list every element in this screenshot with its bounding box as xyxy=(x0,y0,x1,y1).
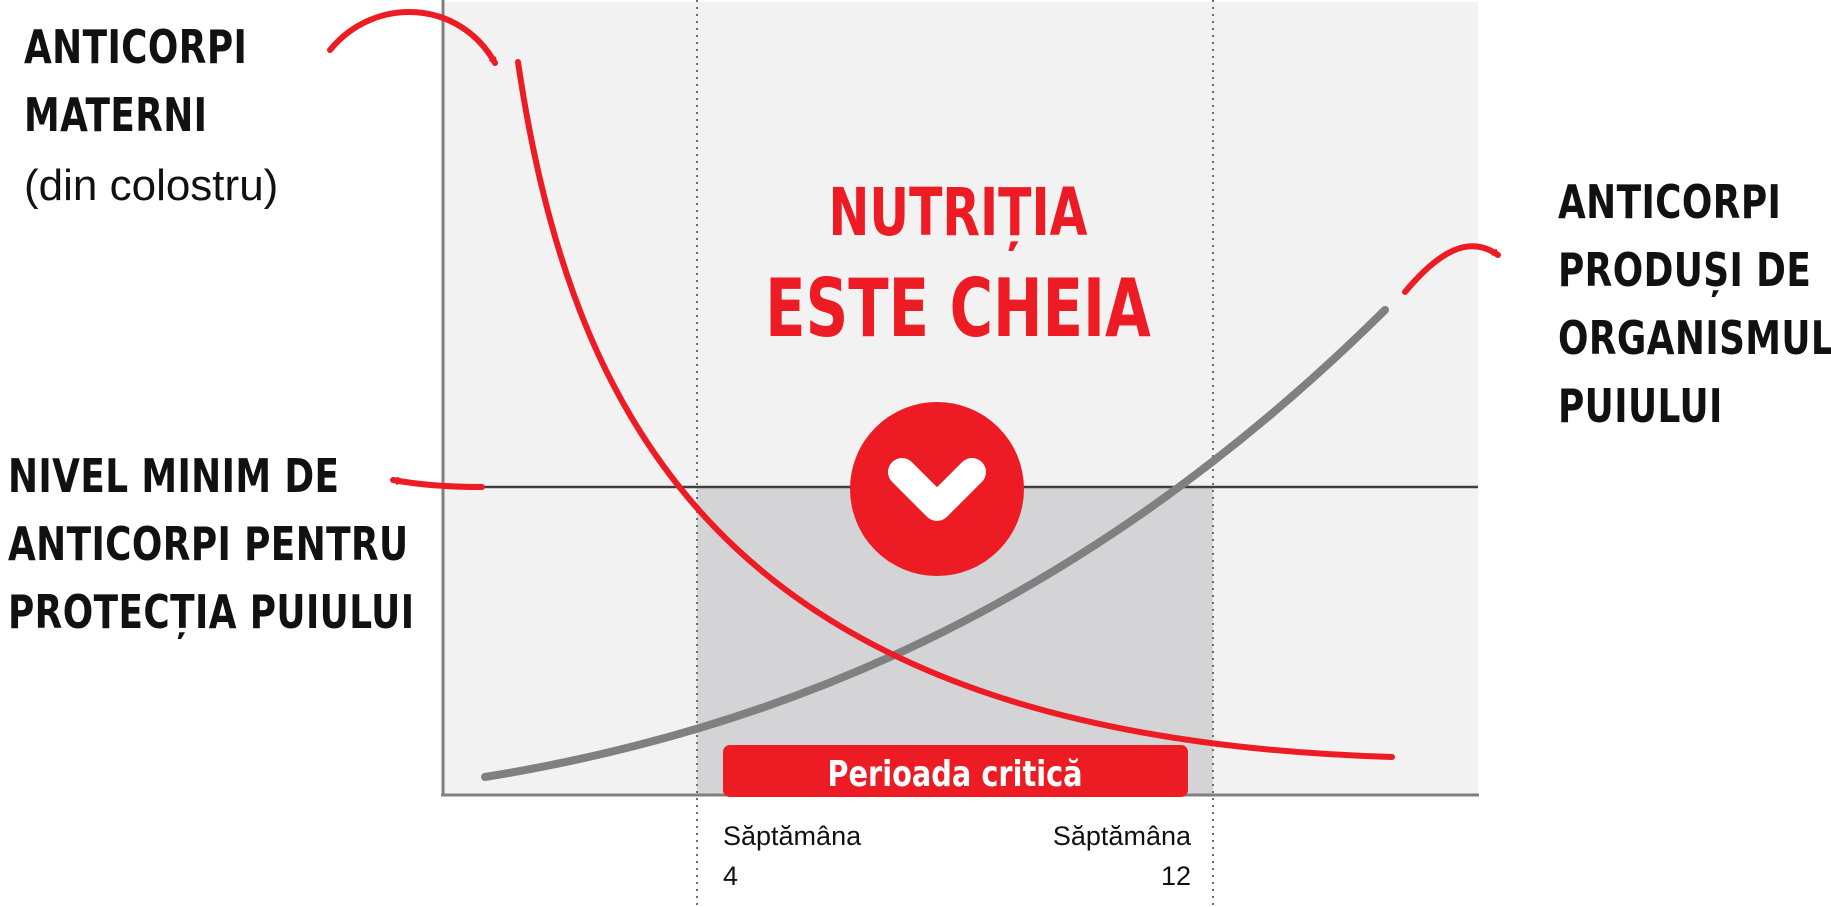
maternal-label-line2: MATERNI xyxy=(24,88,208,142)
maternal-antibodies-label: ANTICORPI MATERNI xyxy=(24,13,247,149)
threshold-label-line2: ANTICORPI PENTRU xyxy=(8,517,409,571)
headline-line2: ESTE CHEIA xyxy=(765,262,1151,355)
threshold-label: NIVEL MINIM DE ANTICORPI PENTRU PROTECȚI… xyxy=(8,442,414,646)
week-end-label: Săptămâna 12 xyxy=(1053,819,1191,893)
produced-label-line4: PUIULUI xyxy=(1558,379,1723,433)
maternal-label-line3: (din colostru) xyxy=(24,161,279,210)
week-start-word: Săptămâna xyxy=(723,821,862,851)
produced-label-line3: ORGANISMUL xyxy=(1558,311,1831,365)
chevron-down-icon xyxy=(888,458,986,521)
threshold-label-line1: NIVEL MINIM DE xyxy=(8,449,340,503)
maternal-arrow xyxy=(327,9,498,66)
week-start-number: 4 xyxy=(723,861,739,891)
week-end-word: Săptămâna xyxy=(1052,821,1191,851)
headline-line1: NUTRIȚIA xyxy=(829,174,1088,251)
week-start-label: Săptămâna 4 xyxy=(723,819,861,893)
maternal-label-line1: ANTICORPI xyxy=(24,20,248,74)
produced-antibodies-label: ANTICORPI PRODUȘI DE ORGANISMUL PUIULUI xyxy=(1558,168,1831,440)
critical-period-bar xyxy=(723,745,1188,797)
week-end-number: 12 xyxy=(1160,861,1191,891)
produced-label-line2: PRODUȘI DE xyxy=(1558,243,1812,297)
produced-label-line1: ANTICORPI xyxy=(1558,175,1782,229)
critical-period-label: Perioada critică xyxy=(827,753,1082,795)
threshold-arrow xyxy=(390,476,485,490)
produced-antibodies-curve xyxy=(481,306,1389,781)
threshold-label-line3: PROTECȚIA PUIULUI xyxy=(8,585,415,639)
produced-arrow xyxy=(1402,243,1501,295)
maternal-antibodies-curve xyxy=(515,59,1395,760)
